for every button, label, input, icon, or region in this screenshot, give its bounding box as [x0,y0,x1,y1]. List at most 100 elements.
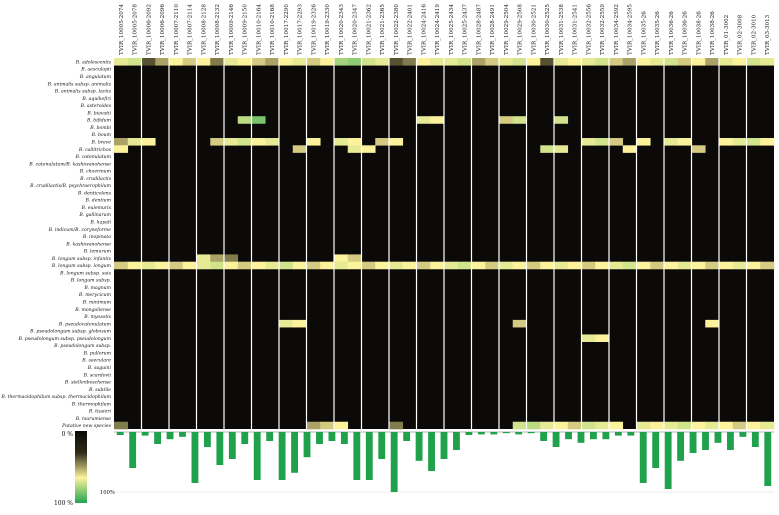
sample-label: TVIR_10005-2078 [133,4,139,55]
abundance-bar [216,432,224,465]
abundance-bar [203,432,211,447]
heatmap-cell [114,421,129,430]
abundance-bar [714,432,722,443]
heatmap-cell [347,254,362,262]
heatmap-cell [114,261,129,270]
heatmap-cell [127,138,142,146]
abundance-bar [664,432,672,489]
taxon-label: B. aquikefiri [81,96,111,102]
sample-label: TVIR_10024-2416 [421,4,427,55]
abundance-bar [266,432,274,441]
heatmap-cell [334,261,349,270]
bar-scale-label: 100% [100,490,115,496]
abundance-bar [627,432,635,436]
abundance-bar [477,432,485,435]
taxon-label: B. hapali [89,220,111,226]
sample-label: TVIR_10035-26 [655,11,661,55]
heatmap-cell [114,145,129,153]
taxon-label: B. pseudolongum subsp. [53,343,111,349]
heatmap-cell [705,421,720,430]
sample-label: TVIR_10020-2343 [339,4,345,55]
heatmap-cell [760,421,775,430]
abundance-bar [340,432,348,444]
taxon-label: Putative new species [61,423,112,429]
color-scale-legend: 0 % 100 % [54,431,87,507]
abundance-bar [540,432,548,441]
heatmap-cell [402,261,417,270]
abundance-bar [689,432,697,453]
heatmap-cell [347,145,362,153]
heatmap-cell [279,58,294,66]
taxon-label: B. eulemuris [81,205,112,211]
heatmap-cell [237,261,252,270]
heatmap-cell [292,58,307,66]
heatmap-cell [444,58,459,66]
heatmap-cell [512,261,527,270]
taxon-label: B. saguini [87,365,112,371]
abundance-bar [141,432,149,436]
sample-label: TVIR_10020-2347 [353,4,359,55]
taxon-label: B. tissieri [88,409,112,415]
heatmap-cell [292,261,307,270]
abundance-bar [415,432,423,461]
heatmap-cell [719,138,734,146]
heatmap-cell [650,421,665,430]
sample-label: TVIR_10025-2434 [449,4,455,55]
heatmap-cell [581,138,596,146]
heatmap-cell [719,58,734,66]
heatmap-cell [114,58,129,66]
heatmap-cell [416,116,431,124]
heatmap-cell [196,254,211,262]
heatmap-cell [306,261,321,270]
heatmap-cell [622,145,637,153]
heatmap-cell [279,261,294,270]
color-scale-max-label: 100 % [54,500,73,507]
taxon-label: B. breve [91,139,112,145]
abundance-bar [751,432,759,447]
sample-label: TVIR_10006-2096 [160,4,166,55]
abundance-bar [228,432,236,459]
heatmap-cell [664,421,679,430]
heatmap-cell [567,261,582,270]
abundance-bar [241,432,249,444]
heatmap-cell [182,261,197,270]
heatmap-cell [677,138,692,146]
abundance-bar [764,432,772,486]
heatmap-cell [485,58,500,66]
heatmap-cell [169,58,184,66]
abundance-bar [677,432,685,461]
abundance-bar [191,432,199,483]
heatmap-cell [237,58,252,66]
heatmap-cell [499,58,514,66]
heatmap-cell [224,58,239,66]
abundance-bar [303,432,311,458]
sample-label: TVIR_10028-2491 [490,4,496,55]
abundance-bar [552,432,560,447]
sample-label: TVIR_10009-2146 [229,4,235,55]
heatmap-cell [595,334,610,342]
heatmap-cell [141,138,156,146]
heatmap-cell [499,261,514,270]
heatmap-cell [581,334,596,342]
heatmap-cell [224,261,239,270]
heatmap-cell [127,261,142,270]
sample-label: TVIR_10009-2150 [243,4,249,55]
taxon-label: B. magnum [83,285,111,291]
abundance-bar [502,432,510,434]
taxon-label: B. longum subsp. suis [59,270,111,276]
taxon-label: B. mongoliense [74,307,111,313]
heatmap-cell [485,261,500,270]
heatmap-cell [251,116,266,124]
abundance-bar [365,432,373,480]
heatmap-cell [224,254,239,262]
heatmap-cell [196,261,211,270]
taxon-label: B. thermophilum [71,401,112,407]
heatmap-cell [499,116,514,124]
heatmap-cell [334,254,349,262]
sample-label: TVIR_10024-2419 [435,4,441,55]
heatmap-cell [114,138,129,146]
heatmap-cell [375,261,390,270]
heatmap-cell [595,421,610,430]
sample-label: TVIR_10030-2521 [531,4,537,55]
heatmap-cell [430,261,445,270]
